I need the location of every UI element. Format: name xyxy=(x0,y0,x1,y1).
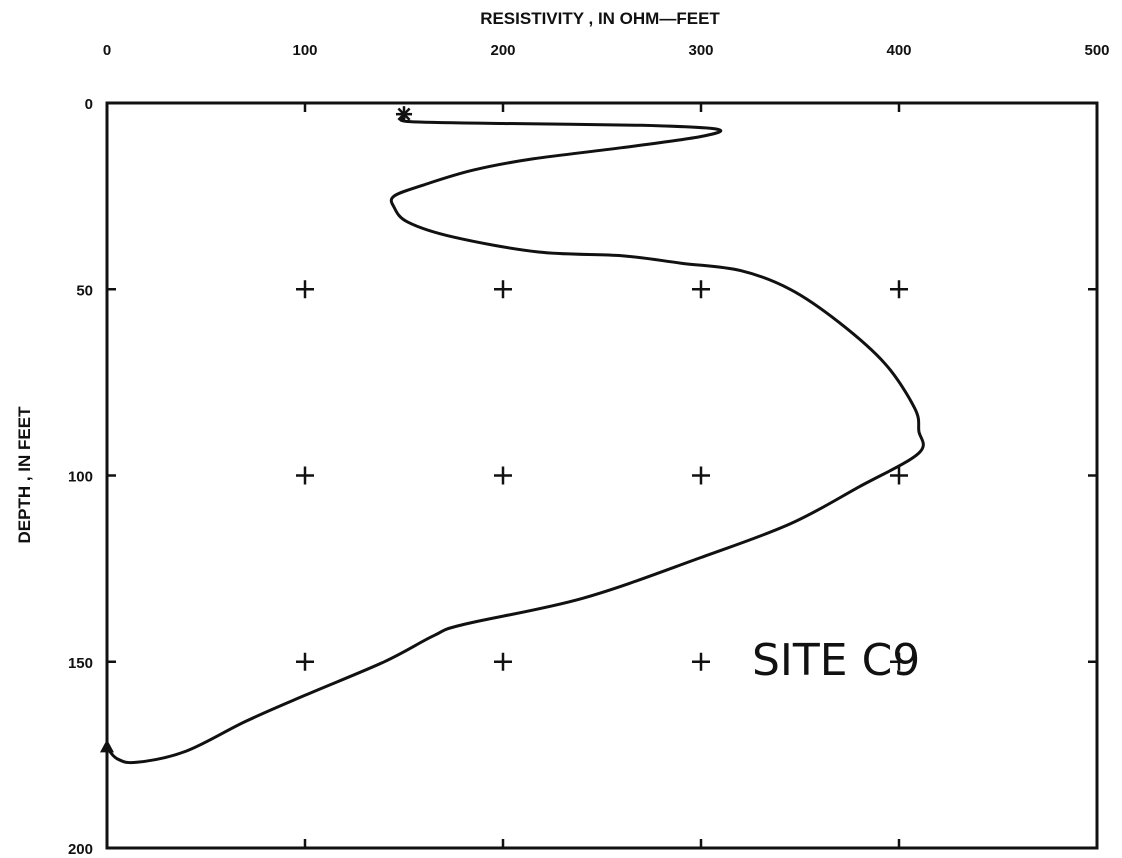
y-axis-title: DEPTH , IN FEET xyxy=(15,406,34,544)
x-tick-label: 100 xyxy=(292,42,317,59)
grid-plus-marker xyxy=(890,466,908,485)
grid-plus-marker xyxy=(296,280,314,299)
y-tick-labels: 0 50 100 150 200 xyxy=(68,96,93,858)
end-triangle-marker xyxy=(100,739,114,753)
grid-plus-marker xyxy=(494,280,512,299)
x-tick-labels: 0 100 200 300 400 500 xyxy=(103,42,1110,59)
grid-plus-marker xyxy=(890,280,908,299)
grid-plus-marker xyxy=(494,652,512,671)
resistivity-curve xyxy=(105,116,925,765)
y-tick-label: 0 xyxy=(85,96,93,113)
y-tick-label: 200 xyxy=(68,841,93,858)
x-axis-title: RESISTIVITY , IN OHM—FEET xyxy=(480,9,720,28)
grid-plus-markers xyxy=(296,280,908,671)
grid-plus-marker xyxy=(890,652,908,671)
y-tick-label: 50 xyxy=(76,282,93,299)
x-tick-label: 300 xyxy=(688,42,713,59)
grid-plus-marker xyxy=(296,652,314,671)
x-tick-label: 400 xyxy=(886,42,911,59)
curve-end-markers xyxy=(100,106,412,753)
grid-plus-marker xyxy=(494,466,512,485)
x-tick-label: 0 xyxy=(103,42,111,59)
grid-plus-marker xyxy=(692,466,710,485)
start-star-marker xyxy=(396,106,412,123)
grid-plus-marker xyxy=(692,652,710,671)
plot-frame xyxy=(105,101,1099,850)
grid-plus-marker xyxy=(296,466,314,485)
y-tick-label: 150 xyxy=(68,655,93,672)
x-tick-label: 500 xyxy=(1084,42,1109,59)
site-label: SITE C9 xyxy=(752,635,920,686)
y-tick-label: 100 xyxy=(68,469,93,486)
axis-ticks xyxy=(107,103,1097,848)
grid-plus-marker xyxy=(692,280,710,299)
x-tick-label: 200 xyxy=(490,42,515,59)
